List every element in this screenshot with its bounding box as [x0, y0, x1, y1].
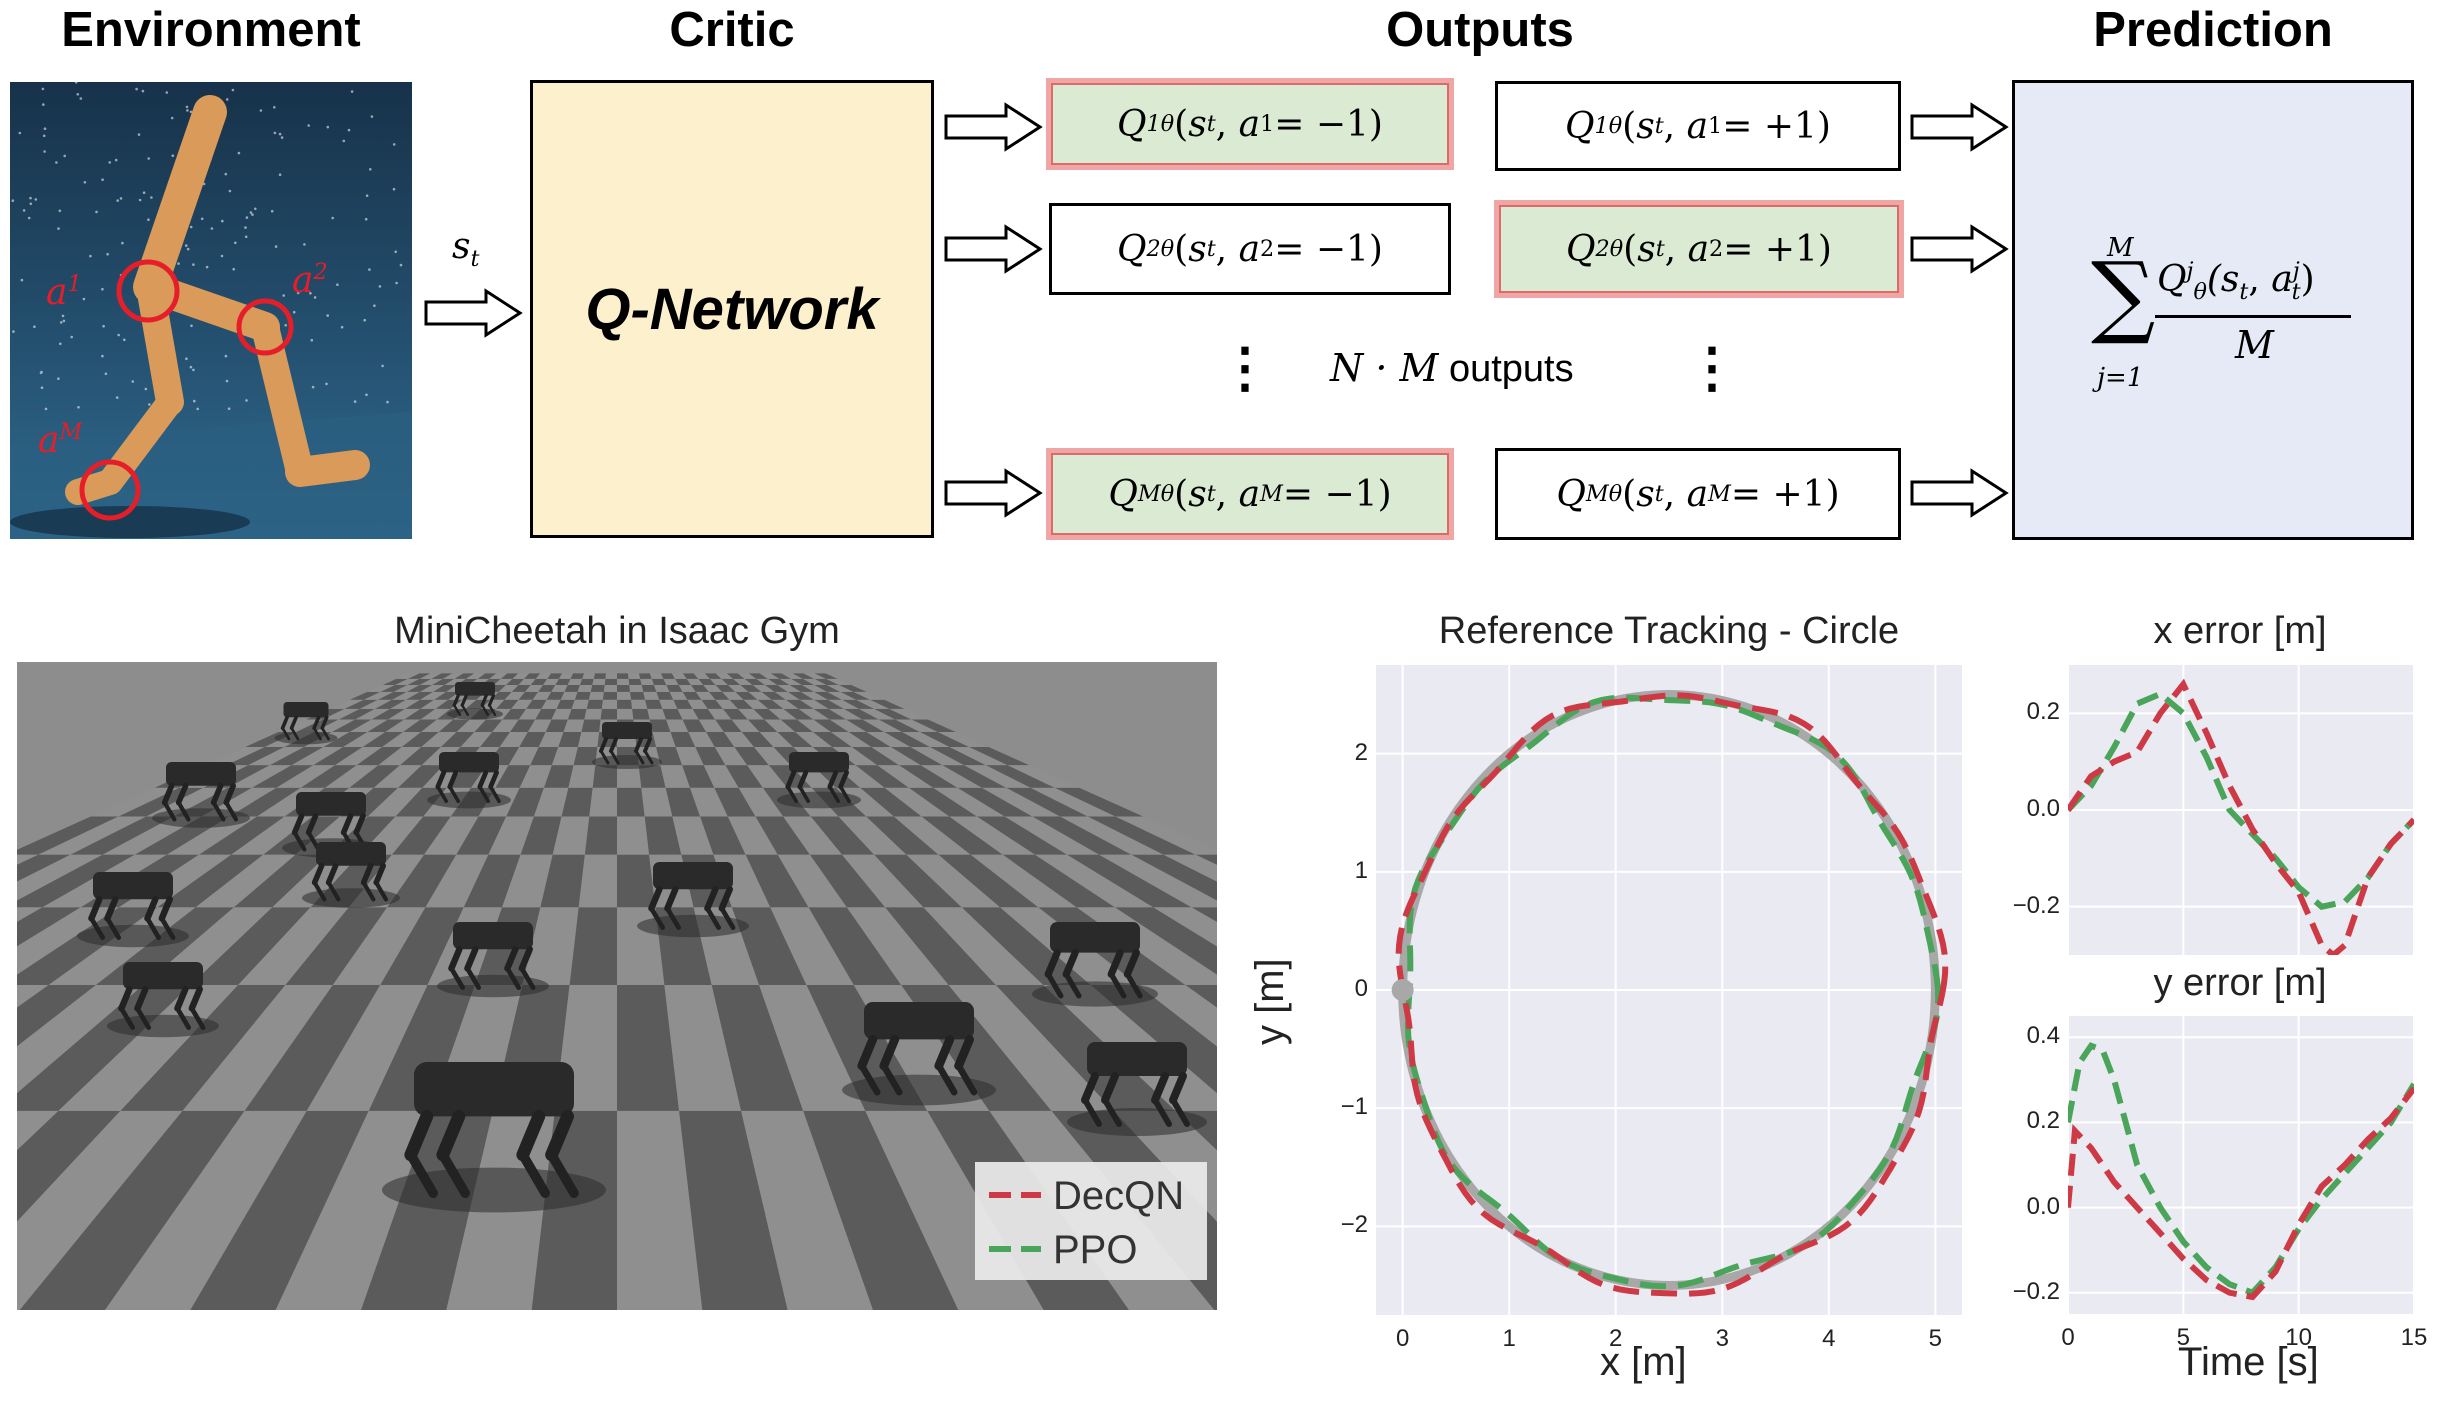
yerr-chart-ytick-0.4: 0.4 [2026, 1022, 2060, 1050]
circle-ytick-2: 2 [1354, 738, 1368, 766]
arrow-critic-out-3 [944, 468, 1043, 518]
y-error-xlabel: Time [s] [2178, 1340, 2319, 1384]
vertical-dots-right: ⋮ [1685, 338, 1739, 398]
decqn-line [1395, 692, 1949, 1297]
arrow-out-to-pred-2 [1910, 224, 2009, 274]
robot-12 [447, 682, 503, 720]
legend-item-decqn: DecQN [983, 1170, 1203, 1220]
joint-marker-a1 [116, 259, 180, 323]
critic-box: Q-Network [530, 80, 934, 538]
circle-ytick--2: −2 [1340, 1211, 1368, 1239]
robot-0 [382, 1062, 606, 1213]
sim-panel-title: MiniCheetah in Isaac Gym [394, 610, 840, 652]
environment-image: a1 a2 aM [10, 82, 412, 539]
y-error-chart [2068, 1016, 2414, 1314]
walker-illustration [10, 82, 412, 539]
yerr-chart-xtick-5: 5 [2176, 1324, 2190, 1351]
yerr-chart-xtick-10: 10 [2285, 1324, 2312, 1351]
yerr-chart-xtick-0: 0 [2061, 1324, 2075, 1351]
circle-xtick-5: 5 [1928, 1325, 1943, 1352]
yerr-chart-ytick-−0.2: −0.2 [2012, 1277, 2060, 1305]
prediction-box: M ∑ j=1 Qjθ(st, ajt) M [2012, 80, 2414, 540]
arrow-out-to-pred-1 [1910, 102, 2009, 152]
section-title-critic: Critic [669, 3, 795, 57]
robot-4 [437, 922, 549, 998]
robot-10 [777, 752, 861, 809]
section-title-environment: Environment [61, 3, 361, 57]
robot-8 [427, 752, 511, 809]
x-error-chart [2068, 665, 2414, 955]
robot-14 [107, 962, 219, 1038]
circle-xtick-3: 3 [1715, 1325, 1729, 1352]
circle-xtick-1: 1 [1502, 1325, 1516, 1352]
joint-marker-aM [79, 459, 141, 521]
circle-ytick--1: −1 [1340, 1093, 1368, 1121]
joint-label-aM: aM [38, 419, 83, 461]
xerr-chart-decqn-line [2068, 678, 2414, 955]
yerr-chart-decqn-line [2068, 1086, 2414, 1301]
circle-xtick-2: 2 [1609, 1325, 1623, 1352]
robot-1 [842, 1002, 996, 1106]
yerr-chart-xtick-15: 15 [2400, 1324, 2428, 1351]
sum-formula: M ∑ j=1 Qjθ(st, ajt) M [2085, 233, 2385, 403]
legend: DecQN PPO [975, 1162, 1207, 1280]
circle-ytick-0: 0 [1354, 975, 1368, 1002]
isaac-gym-image: DecQN PPO [17, 662, 1217, 1310]
state-label: st [452, 226, 480, 273]
robot-13 [77, 872, 189, 948]
joint-label-a2: a2 [292, 259, 328, 301]
xerr-chart-ppo-line [2068, 690, 2414, 910]
joint-label-a1: a1 [46, 271, 82, 313]
joint-marker-a2 [236, 298, 294, 356]
yerr-chart-ppo-line [2068, 1042, 2414, 1297]
checkerboard-scene [17, 662, 1217, 1310]
robot-6 [152, 762, 250, 828]
start-point [1391, 979, 1414, 1001]
legend-item-ppo: PPO [983, 1224, 1203, 1274]
robot-15 [302, 842, 400, 908]
circle-xtick-4: 4 [1822, 1325, 1836, 1352]
circle-ytick-1: 1 [1354, 856, 1368, 884]
xerr-chart-ytick-−0.2: −0.2 [2012, 891, 2060, 919]
circle-chart-title: Reference Tracking - Circle [1438, 610, 1900, 652]
section-title-outputs: Outputs [1386, 3, 1574, 57]
xerr-chart-ytick-0.0: 0.0 [2026, 795, 2060, 822]
robot-2 [1032, 922, 1158, 1007]
circle-chart-xlabel: x [m] [1600, 1340, 1687, 1384]
y-error-title: y error [m] [2153, 962, 2327, 1004]
robot-3 [1067, 1042, 1207, 1136]
legend-swatch-decqn [989, 1192, 1041, 1198]
x-error-title: x error [m] [2153, 610, 2327, 652]
arrow-critic-out-1 [944, 102, 1043, 152]
robot-11 [274, 702, 338, 745]
section-title-prediction: Prediction [2093, 3, 2333, 57]
circle-xtick-0: 0 [1395, 1325, 1410, 1352]
yerr-chart-plot-area [2068, 1016, 2414, 1314]
robot-9 [592, 722, 662, 769]
arrow-out-to-pred-3 [1910, 468, 2009, 518]
arrow-critic-out-2 [944, 224, 1043, 274]
circle-chart-ylabel: y [m] [1248, 958, 1292, 1045]
robot-5 [637, 862, 749, 938]
yerr-chart-ytick-0.2: 0.2 [2026, 1107, 2060, 1135]
outputs-count-label: N · M outputs [1330, 346, 1574, 390]
q-network-label: Q-Network [585, 276, 879, 342]
vertical-dots-left: ⋮ [1218, 338, 1272, 398]
arrow-env-to-critic [424, 288, 523, 338]
circle-tracking-chart [1376, 665, 1962, 1315]
legend-swatch-ppo [989, 1246, 1041, 1252]
xerr-chart-ytick-0.2: 0.2 [2026, 698, 2060, 726]
yerr-chart-ytick-0.0: 0.0 [2026, 1192, 2060, 1220]
